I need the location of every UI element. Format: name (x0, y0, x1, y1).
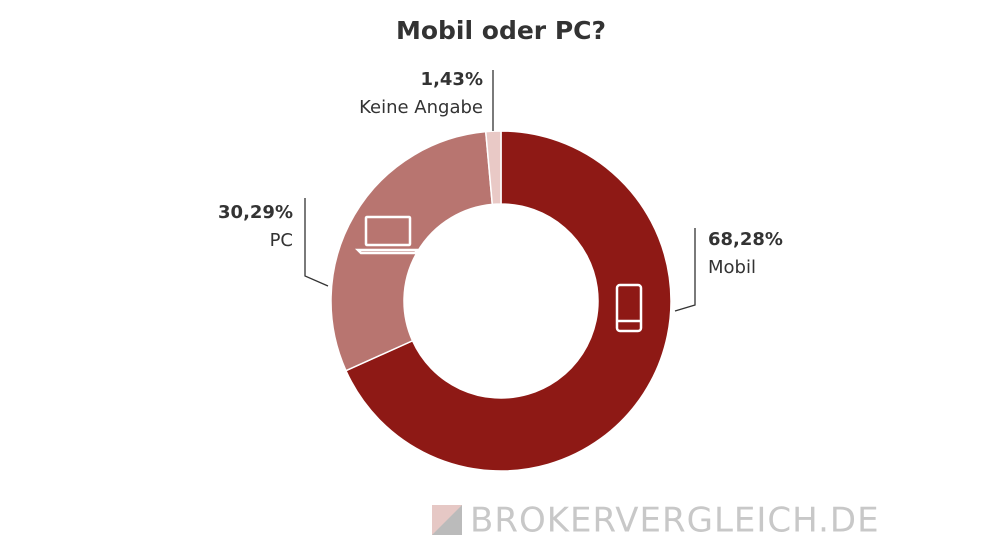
watermark-logo (432, 505, 462, 535)
value-label: 1,43% (421, 69, 483, 90)
category-label: PC (270, 230, 293, 251)
category-label: Keine Angabe (359, 97, 483, 118)
leader-lines (304, 70, 696, 312)
phone-icon (615, 283, 643, 333)
chart-title: Mobil oder PC? (396, 16, 606, 45)
value-label: 68,28% (708, 229, 783, 250)
slice (484, 130, 502, 206)
category-label: Mobil (708, 257, 756, 278)
laptop-icon (354, 215, 422, 255)
donut (330, 130, 672, 472)
watermark: BROKERVERGLEICH.DE (470, 501, 880, 541)
value-label: 30,29% (218, 202, 293, 223)
slice (344, 130, 672, 472)
